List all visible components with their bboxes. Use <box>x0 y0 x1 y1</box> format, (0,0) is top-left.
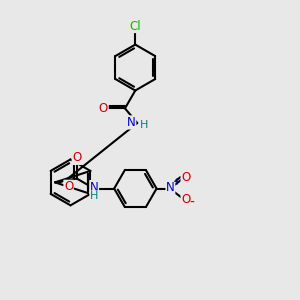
Text: O: O <box>64 180 73 193</box>
Text: H: H <box>90 191 98 201</box>
Text: -: - <box>189 196 194 210</box>
Text: O: O <box>181 171 190 184</box>
Text: N: N <box>90 181 98 194</box>
Text: Cl: Cl <box>130 20 141 32</box>
Text: H: H <box>140 119 148 130</box>
Text: O: O <box>181 193 190 206</box>
Text: +: + <box>172 177 180 187</box>
Text: O: O <box>72 152 81 164</box>
Text: O: O <box>99 102 108 115</box>
Text: N: N <box>127 116 136 129</box>
Text: N: N <box>166 181 175 194</box>
